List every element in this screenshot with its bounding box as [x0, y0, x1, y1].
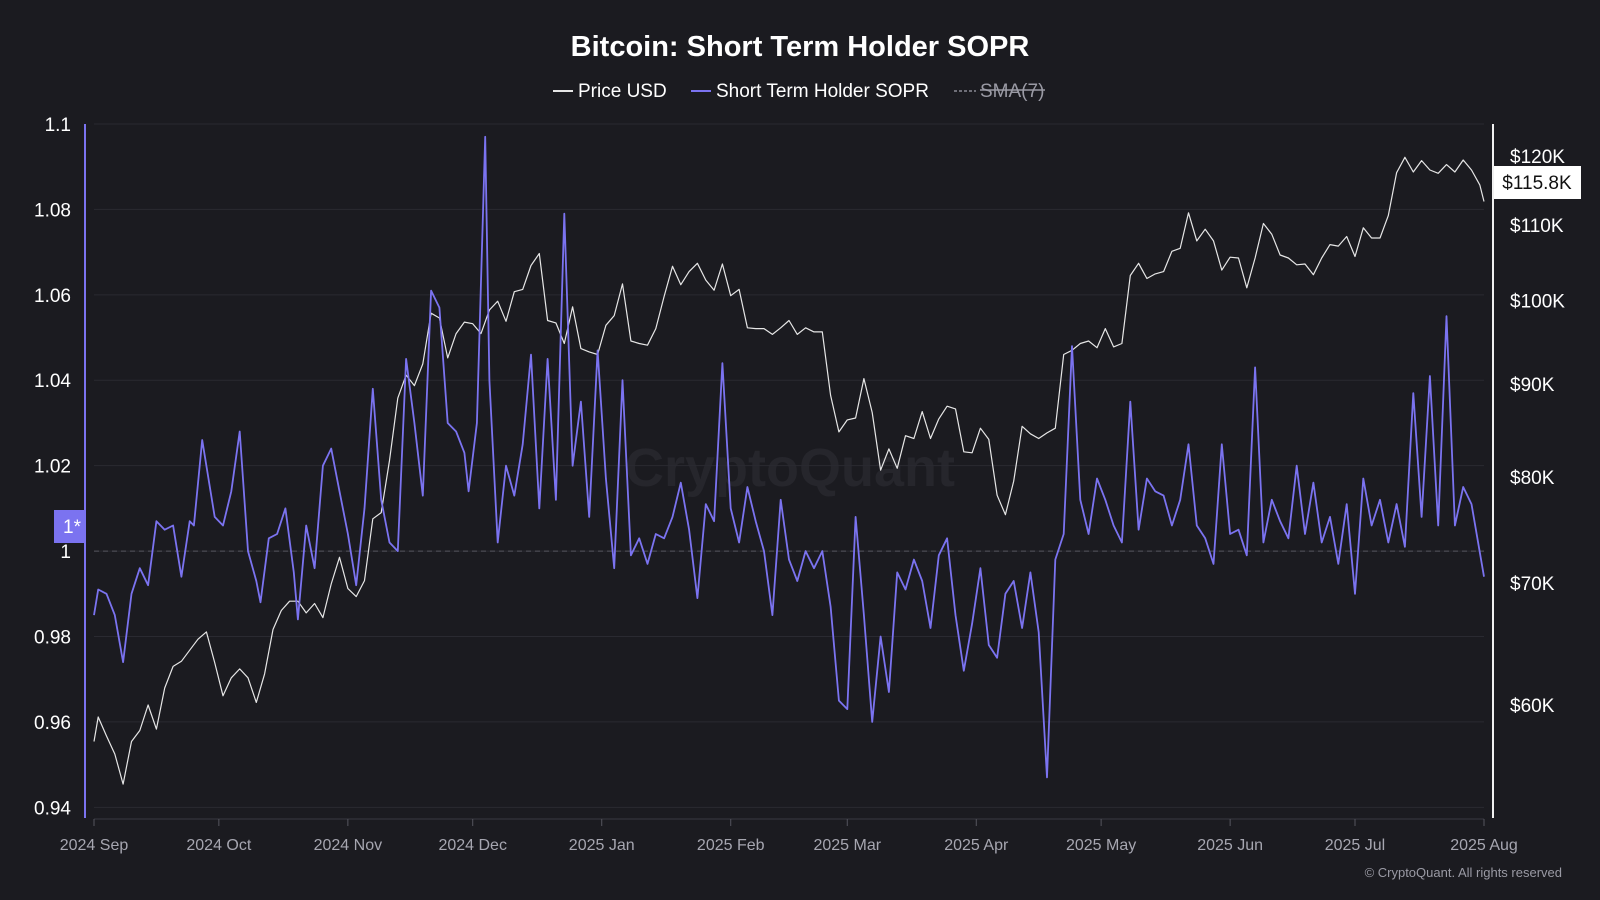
- series-layer: [93, 135, 1485, 785]
- left-value-marker: 1*: [54, 510, 85, 543]
- y-tick-right-label: $120K: [1510, 147, 1565, 168]
- y-tick-left-label: 0.98: [34, 627, 71, 648]
- watermark: CryptoQuant: [625, 438, 955, 498]
- x-tick-label: 2025 May: [1066, 837, 1136, 854]
- copyright-credit: © CryptoQuant. All rights reserved: [1365, 865, 1562, 880]
- left-marker-label: 1*: [63, 517, 82, 538]
- right-marker-label: $115.8K: [1502, 173, 1572, 194]
- y-tick-left-label: 1.06: [34, 286, 71, 307]
- legend-item-sopr[interactable]: Short Term Holder SOPR: [691, 81, 929, 102]
- x-tick-label: 2024 Oct: [186, 837, 251, 854]
- y-tick-right-label: $60K: [1510, 696, 1555, 717]
- y-tick-right-label: $90K: [1510, 375, 1555, 396]
- x-tick-label: 2025 Mar: [813, 837, 881, 854]
- chart-title: Bitcoin: Short Term Holder SOPR: [571, 31, 1030, 63]
- y-tick-left-label: 1.1: [45, 115, 71, 136]
- legend-label-price: Price USD: [578, 81, 667, 102]
- legend-label-sopr: Short Term Holder SOPR: [716, 81, 929, 102]
- x-tick-label: 2025 Jan: [569, 837, 635, 854]
- y-tick-left-label: 0.94: [34, 798, 71, 819]
- right-marker-box: [1494, 166, 1581, 199]
- legend: Price USD Short Term Holder SOPR SMA(7): [553, 81, 1045, 102]
- y-tick-right-label: $100K: [1510, 291, 1565, 312]
- x-tick-label: 2025 Feb: [697, 837, 765, 854]
- series-line-sopr: [93, 135, 1485, 779]
- x-axis: 2024 Sep 2024 Oct 2024 Nov 2024 Dec 2025 Jan…: [60, 818, 1518, 854]
- y-tick-left-label: 1.04: [34, 371, 71, 392]
- left-marker-box: [54, 510, 85, 543]
- y-tick-left-label: 0.96: [34, 713, 71, 734]
- legend-item-sma[interactable]: SMA(7): [954, 81, 1045, 102]
- right-value-marker: $115.8K: [1494, 166, 1581, 199]
- y-axis-right: $120K $110K $100K $90K $80K $70K $60K: [1492, 124, 1565, 818]
- legend-item-price[interactable]: Price USD: [553, 81, 667, 102]
- x-tick-label: 2025 Aug: [1450, 837, 1518, 854]
- y-tick-right-label: $70K: [1510, 574, 1555, 595]
- x-tick-label: 2025 Jun: [1197, 837, 1263, 854]
- y-tick-left-label: 1.02: [34, 457, 71, 478]
- x-tick-label: 2025 Apr: [944, 837, 1009, 854]
- y-tick-right-label: $110K: [1510, 216, 1564, 237]
- x-tick-label: 2024 Nov: [314, 837, 383, 854]
- y-axis-left: 1.1 1.08 1.06 1.04 1.02 1 0.98 0.96 0.94: [34, 115, 86, 819]
- x-tick-label: 2025 Jul: [1325, 837, 1386, 854]
- legend-label-sma: SMA(7): [980, 81, 1044, 102]
- x-tick-label: 2024 Sep: [60, 837, 129, 854]
- x-tick-label: 2024 Dec: [438, 837, 507, 854]
- series-line-price: [93, 156, 1485, 785]
- gridlines: [94, 123, 1484, 808]
- y-tick-left-label: 1.08: [34, 200, 71, 221]
- y-tick-right-label: $80K: [1510, 468, 1555, 489]
- y-tick-left-label: 1: [60, 542, 71, 563]
